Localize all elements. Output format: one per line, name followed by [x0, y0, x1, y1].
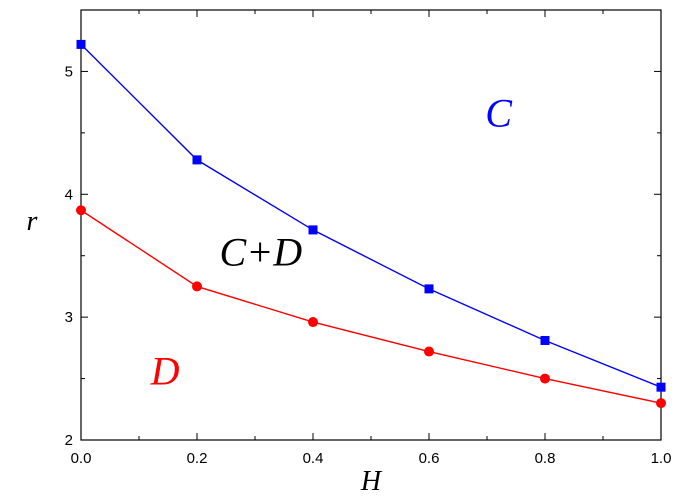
y-tick-label: 3 [65, 309, 73, 326]
x-tick-label: 0.4 [303, 450, 324, 467]
series-point-1 [656, 398, 666, 409]
region-label: C+D [220, 230, 303, 275]
series-line-1 [80, 209, 662, 404]
series-point-1 [540, 373, 550, 384]
y-tick-label: 2 [65, 432, 73, 449]
x-tick-label: 0.0 [71, 450, 92, 467]
x-tick-label: 0.8 [535, 450, 556, 467]
series-point-1 [76, 205, 86, 216]
annotations-layer: C C+D D [150, 91, 514, 394]
series-line-0 [80, 43, 662, 388]
series-point-0 [308, 225, 318, 235]
series-point-0 [424, 284, 434, 294]
series-layer [76, 39, 666, 409]
region-label: C [485, 91, 513, 136]
series-point-0 [192, 155, 202, 165]
series-point-0 [76, 39, 86, 49]
region-label: D [150, 349, 180, 394]
x-tick-label: 1.0 [651, 450, 672, 467]
y-tick-label: 4 [65, 186, 73, 203]
series-point-1 [192, 281, 202, 292]
ticks: 0.0 0.2 0.4 0.6 0.8 1.0 2 3 4 5 [65, 10, 672, 467]
x-tick-label: 0.6 [419, 450, 440, 467]
series-point-0 [540, 335, 550, 345]
x-axis-title: H [360, 466, 383, 496]
series-point-0 [656, 382, 666, 392]
x-tick-label: 0.2 [187, 450, 208, 467]
y-axis-title: r [27, 206, 38, 237]
series-point-1 [424, 346, 434, 357]
series-point-1 [308, 317, 318, 328]
y-tick-label: 5 [65, 63, 73, 80]
